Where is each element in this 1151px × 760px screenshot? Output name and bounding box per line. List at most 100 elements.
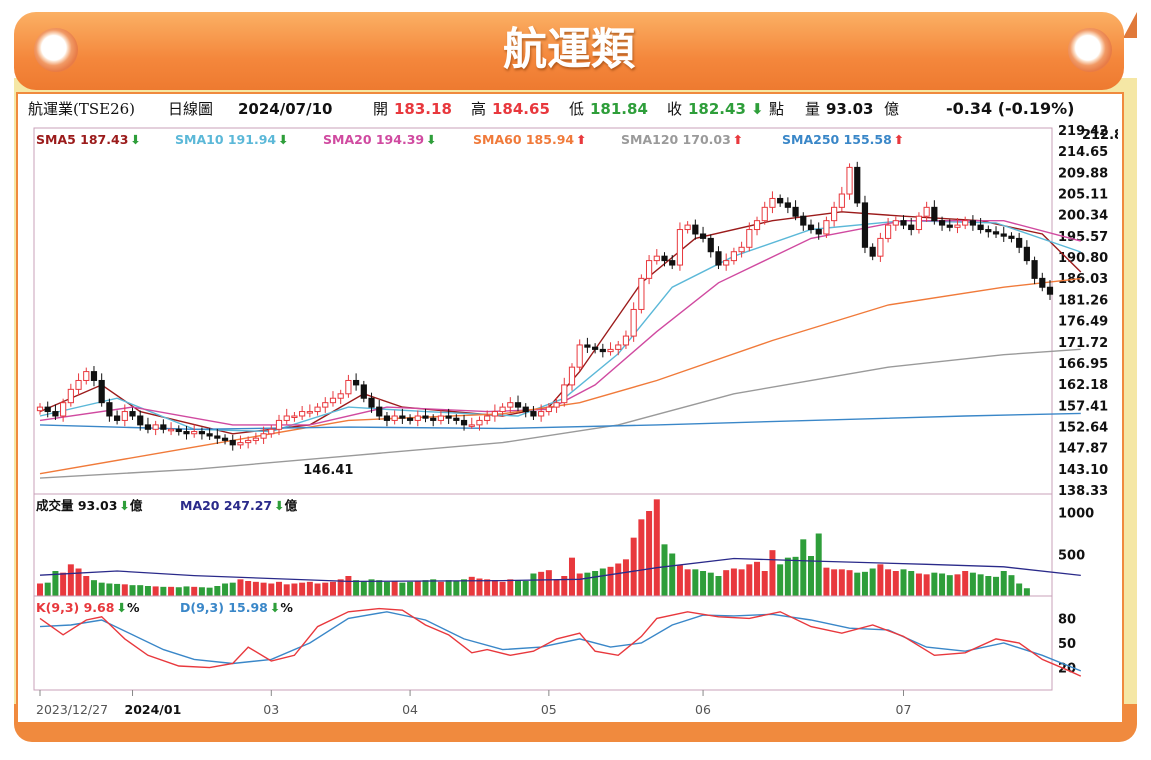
volume-bar [622,559,629,596]
volume-bar [453,581,460,596]
volume-bar [214,586,221,596]
candle-up [299,411,306,417]
candle-down [137,415,144,426]
volume-bar [900,569,907,596]
candle-down [214,435,221,439]
y-tick-label: 214.65 [1058,145,1108,160]
volume-bar [545,570,552,596]
volume-bar [646,511,653,596]
candle-up [962,220,969,226]
candle-down [931,206,938,222]
sma120-line [39,348,1081,479]
volume-bar [291,583,298,596]
candle-down [800,215,807,226]
candle-up [252,437,259,441]
volume-bar [869,568,876,596]
volume-bar [306,581,313,596]
candle-down [707,237,714,253]
legend-label: SMA10 191.94 ⬇ [175,132,289,147]
volume-ma20-line [39,557,1081,583]
annotation-label: 146.41 [303,463,353,478]
volume-bar [44,582,51,596]
candle-up [831,206,838,222]
volume-bar [846,570,853,596]
volume-bar [861,571,868,596]
candle-down [113,415,121,421]
candle-down [599,348,606,353]
volume-bar [977,574,984,596]
candle-up [322,402,329,408]
volume-bar [430,579,437,596]
y-tick-label: 143.10 [1058,463,1108,478]
y-tick-label: 166.95 [1058,357,1108,372]
candle-down [584,344,591,348]
sma10-line [39,219,1082,433]
candle-up [568,366,576,386]
candle-up [260,433,267,439]
volume-bar [607,566,614,596]
candle-up [329,397,337,404]
volume-bar [954,574,961,596]
candle-up [67,388,74,404]
candle-down [198,431,206,435]
candle-up [923,206,930,217]
x-axis: 2023/12/27 2024/01 03 04 05 06 07 [36,690,911,717]
candle-down [992,231,1000,235]
volume-bar [168,586,175,596]
candle-down [908,224,915,231]
legend-label: SMA120 170.03 ⬆ [621,132,743,147]
candle-up [268,428,275,435]
legend-label: D(9,3) 15.98 ⬇% [180,600,293,615]
candle-down [661,255,668,262]
y-tick-label: 171.72 [1058,336,1108,351]
kd-tick-label: 80 [1058,612,1076,627]
candle-down [1000,233,1007,237]
volume-bar [777,564,784,596]
candle-up [561,384,568,404]
candle-up [275,419,283,430]
candle-up [314,406,321,413]
arrow-down-icon: ⬇ [278,132,288,147]
y-tick-label: 190.80 [1058,251,1108,266]
volume-bar [538,571,545,596]
volume-bar [1000,571,1007,596]
volume-bar [83,576,90,596]
volume-bar [684,569,691,596]
candle-up [607,348,614,353]
candle-down [946,224,953,228]
volume-bar [592,571,599,596]
candle-down [777,197,784,204]
volume-bar [407,581,414,596]
candle-up [437,415,445,421]
volume-bar [707,572,714,596]
header-row: 航運業(TSE26) 日線圖 2024/07/10 開 183.18 高 184… [28,99,1074,118]
banner-title: 航運類 [503,24,635,75]
arrow-up-icon: ⬆ [576,132,586,147]
close-value: 182.43 [688,100,746,118]
candle-up [838,193,845,208]
y-tick-label: 157.41 [1058,399,1108,414]
volume-bar [815,533,822,596]
volume-bar [499,581,506,596]
volume-bar [761,571,768,596]
candle-down [422,415,429,419]
volume-bar [823,567,830,596]
volume-bar [985,576,992,596]
candle-up [576,344,583,368]
sma250-line [39,412,1081,431]
arrow-up-icon: ⬆ [894,132,904,147]
volume-bar [723,570,730,596]
volume-bar [368,579,375,596]
candle-up [36,406,44,412]
volume-bar [692,569,699,596]
candle-up [538,411,545,417]
volume-bar [191,586,198,596]
volume-bar [838,569,845,596]
candle-up [915,215,923,231]
candle-down [1016,237,1023,248]
volume-bar [769,550,776,596]
candle-up [60,402,67,417]
volume-panel: 成交量 93.03 ⬇億 MA20 247.27 ⬇億 1000 500 [33,493,1094,597]
candle-up [823,220,830,235]
volume-bar [754,561,761,596]
